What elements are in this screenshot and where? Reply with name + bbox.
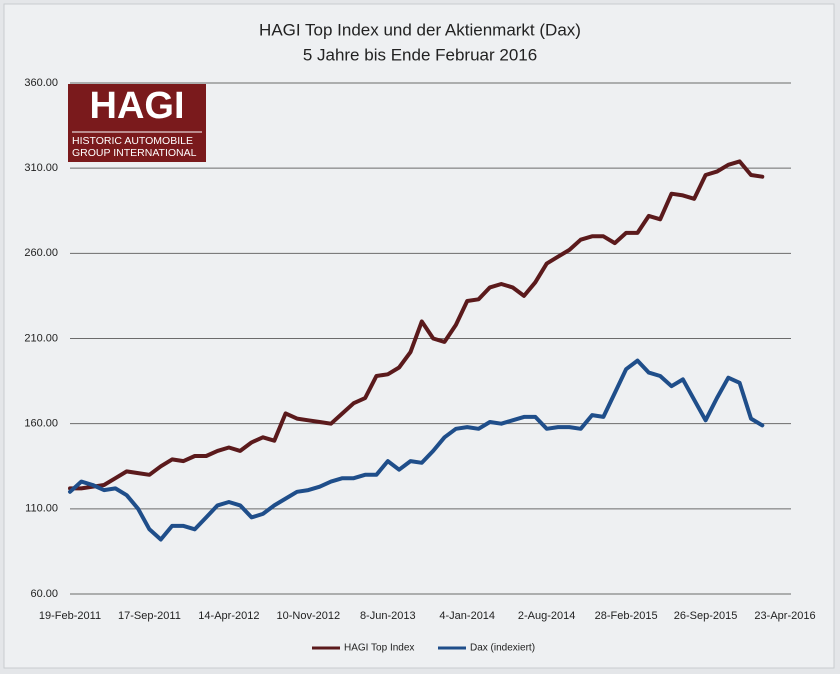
legend-label: HAGI Top Index [344, 643, 414, 654]
legend-label: Dax (indexiert) [470, 643, 535, 654]
y-tick-label: 110.00 [25, 503, 58, 515]
logo-line: GROUP INTERNATIONAL [72, 147, 197, 159]
logo-box [68, 84, 206, 162]
y-tick-label: 210.00 [24, 332, 58, 344]
y-tick-label: 160.00 [24, 418, 58, 430]
chart-subtitle: 5 Jahre bis Ende Februar 2016 [303, 45, 537, 64]
x-tick-label: 10-Nov-2012 [277, 610, 341, 622]
x-tick-label: 8-Jun-2013 [360, 610, 416, 622]
x-tick-label: 14-Apr-2012 [198, 610, 259, 622]
y-tick-label: 260.00 [24, 247, 58, 259]
y-tick-label: 310.00 [24, 162, 58, 174]
x-tick-label: 23-Apr-2016 [754, 610, 815, 622]
series-line [68, 159, 765, 491]
logo: HAGI HISTORIC AUTOMOBILE GROUP INTERNATI… [68, 84, 206, 162]
logo-line: HISTORIC AUTOMOBILE [72, 135, 193, 147]
series-line [68, 358, 765, 542]
logo-title: HAGI [90, 85, 185, 127]
x-tick-label: 4-Jan-2014 [439, 610, 495, 622]
x-tick-label: 28-Feb-2015 [595, 610, 658, 622]
x-tick-label: 2-Aug-2014 [518, 610, 576, 622]
y-tick-label: 60.00 [30, 588, 58, 600]
chart-title: HAGI Top Index und der Aktienmarkt (Dax) [259, 20, 581, 39]
x-tick-label: 26-Sep-2015 [674, 610, 738, 622]
x-tick-label: 19-Feb-2011 [39, 610, 101, 622]
x-tick-label: 17-Sep-2011 [118, 610, 181, 622]
y-tick-label: 360.00 [24, 77, 58, 89]
